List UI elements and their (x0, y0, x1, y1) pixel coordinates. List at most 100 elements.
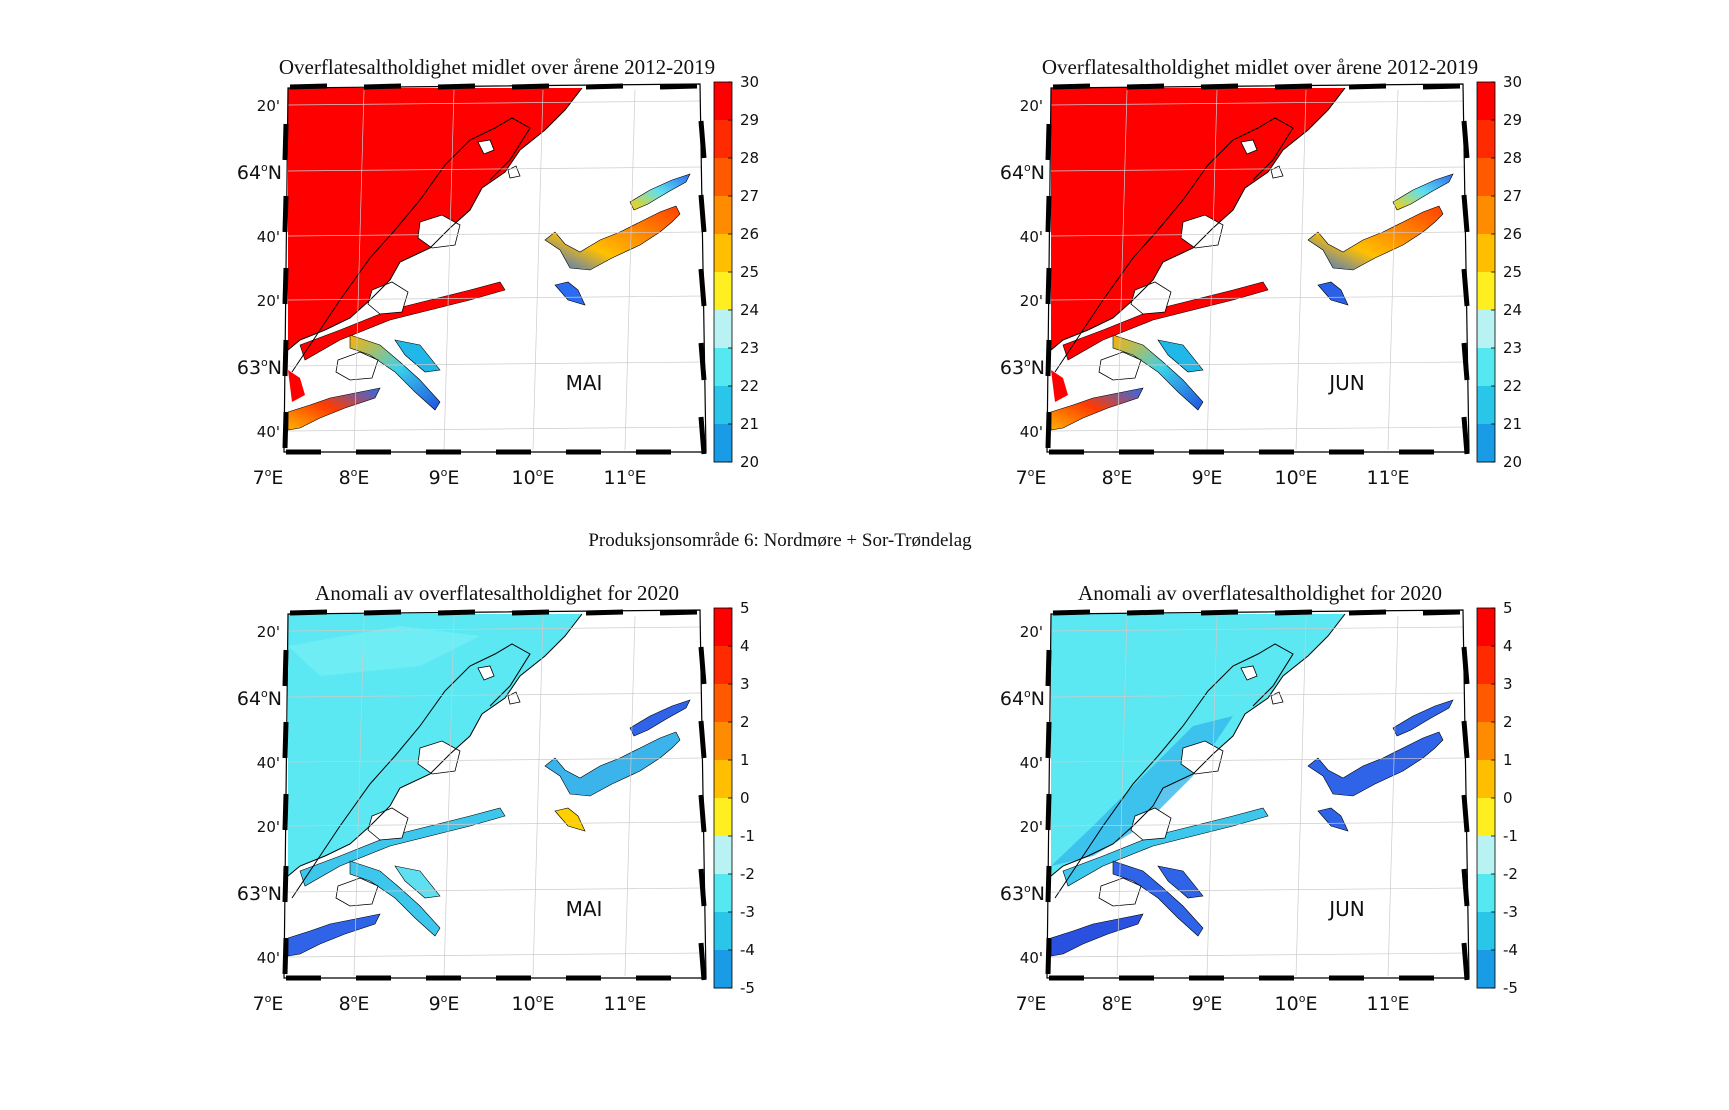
frame-dash (1348, 609, 1387, 616)
parallel-line (287, 757, 705, 763)
colorbar-tick-label: 26 (1503, 225, 1522, 243)
lon-tick-label: 9oE (429, 466, 460, 489)
lat-tick-label: 40' (257, 228, 280, 246)
meridian-line (268, 616, 278, 976)
frame-dash (289, 609, 328, 616)
production-area-boundary (291, 117, 531, 373)
colorbar-tick-label: -3 (740, 903, 755, 921)
southern-fjord-branch (1157, 865, 1204, 899)
parallel-line (287, 361, 705, 367)
colorbar-segment (714, 234, 732, 273)
production-area-boundary (291, 643, 531, 899)
frame-dash (1422, 83, 1461, 90)
colorbar-tick-label: 22 (740, 377, 759, 395)
frame-dash (511, 83, 550, 90)
colorbar-segment (714, 950, 732, 989)
southern-fjord-branch (1157, 339, 1204, 373)
frame-dash (282, 649, 289, 687)
colorbar-tick-label: -1 (1503, 827, 1518, 845)
parallel-line (287, 426, 705, 432)
colorbar-segment (1477, 912, 1495, 951)
lat-tick-label: 20' (257, 623, 280, 641)
lat-tick-label: 40' (1020, 949, 1043, 967)
meridian-line (1206, 615, 1218, 977)
frame-dash (1045, 865, 1052, 903)
frame-dash (1045, 123, 1052, 161)
lon-tick-label: 9oE (1192, 992, 1223, 1015)
map-content (1050, 87, 1468, 451)
meridian-line (624, 89, 636, 451)
frame-dash (1461, 120, 1470, 159)
colorbar-segment (714, 82, 732, 121)
lon-tick-label: 10oE (1275, 466, 1318, 489)
colorbar-tick-label: -2 (1503, 865, 1518, 883)
lon-tick-label: 8oE (1102, 466, 1133, 489)
coastline (1050, 613, 1346, 877)
colorbar-segment (714, 874, 732, 913)
frame-dash (1045, 793, 1052, 831)
frame-dash (282, 411, 289, 449)
parallel-line (1050, 952, 1468, 958)
meridian-line (1116, 615, 1128, 977)
lat-tick-label: 63oN (1000, 882, 1045, 905)
frame-dash (1461, 942, 1470, 981)
panel-title: Overflatesaltholdighet midlet over årene… (1042, 55, 1478, 79)
lon-tick-label: 7oE (1016, 992, 1047, 1015)
frame-dash (1045, 649, 1052, 687)
frame-dash (1126, 83, 1165, 90)
colorbar-segment (1477, 310, 1495, 349)
island (477, 665, 495, 681)
frame-dash (282, 267, 289, 305)
colorbar-tick-label: 23 (740, 339, 759, 357)
parallel-line (287, 100, 705, 106)
frame-dash (1422, 609, 1461, 616)
lon-tick-label: 10oE (512, 466, 555, 489)
colorbar-tick-label: 27 (1503, 187, 1522, 205)
meridian-line (353, 615, 365, 977)
parallel-line (1050, 166, 1468, 172)
panel-mean-jun: Overflatesaltholdighet midlet over årene… (1000, 55, 1522, 489)
colorbar-tick-label: -4 (1503, 941, 1518, 959)
lon-tick-label: 8oE (339, 466, 370, 489)
lat-tick-label: 40' (257, 754, 280, 772)
frame-dash (289, 83, 328, 90)
lat-tick-label: 63oN (237, 882, 282, 905)
lat-tick-label: 40' (1020, 228, 1043, 246)
frame-dash (698, 268, 707, 307)
colorbar-tick-label: 26 (740, 225, 759, 243)
lat-tick-label: 20' (1020, 292, 1043, 310)
island (335, 877, 379, 907)
colorbar-segment (714, 722, 732, 761)
lat-tick-label: 63oN (237, 356, 282, 379)
frame-dash (698, 942, 707, 981)
colorbar-segment (1477, 158, 1495, 197)
meridian-line (1387, 615, 1399, 977)
lat-tick-label: 20' (1020, 97, 1043, 115)
trondheimsfjord (1307, 731, 1444, 797)
frame-dash (1461, 646, 1470, 685)
meridian-line (532, 89, 544, 451)
colorbar-segment (714, 348, 732, 387)
colorbar-segment (1477, 760, 1495, 799)
colorbar-tick-label: 24 (1503, 301, 1522, 319)
lon-tick-label: 11oE (1367, 992, 1410, 1015)
lat-tick-label: 64oN (237, 687, 282, 710)
colorbar-segment (714, 196, 732, 235)
colorbar-tick-label: -5 (740, 979, 755, 997)
colorbar-segment (1477, 646, 1495, 685)
frame-dash (1348, 83, 1387, 90)
colorbar-tick-label: 21 (740, 415, 759, 433)
colorbar-tick-label: -5 (1503, 979, 1518, 997)
southwest-coastal-waters (1050, 913, 1144, 957)
southwest-coastal-waters (287, 913, 381, 957)
colorbar-segment (714, 608, 732, 647)
frame-dash (282, 721, 289, 759)
lat-tick-label: 63oN (1000, 356, 1045, 379)
island (1130, 281, 1172, 315)
lat-tick-label: 64oN (1000, 161, 1045, 184)
frame-dash (1052, 609, 1091, 616)
colorbar-segment (1477, 874, 1495, 913)
frame-dash (1126, 609, 1165, 616)
month-label: MAI (566, 897, 603, 921)
colorbar-tick-label: 30 (1503, 73, 1522, 91)
